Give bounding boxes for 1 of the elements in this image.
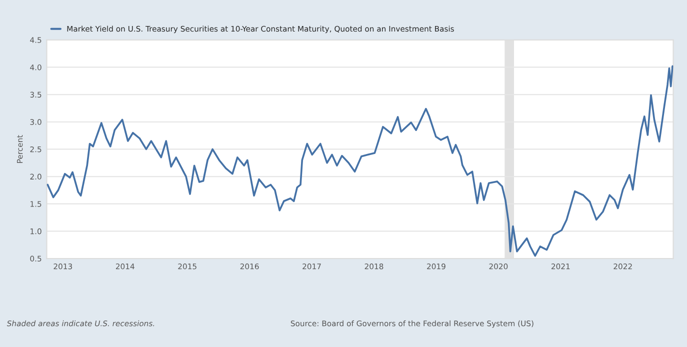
line-series (46, 65, 674, 257)
